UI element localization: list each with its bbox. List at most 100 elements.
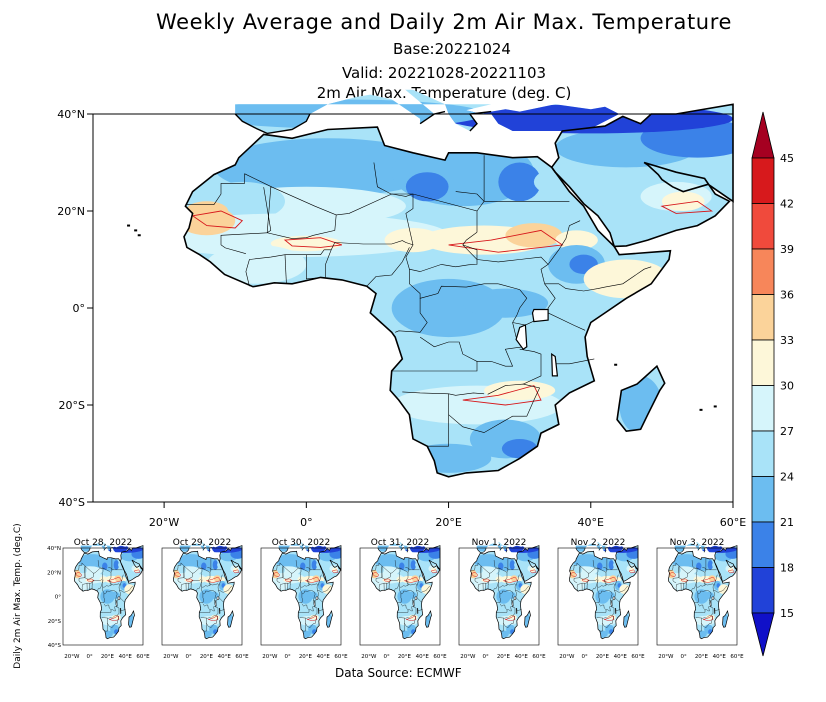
chart-title: Weekly Average and Daily 2m Air Max. Tem… [156,10,732,34]
country-border [284,254,287,284]
contour-33 [191,210,244,229]
country-border [201,586,213,595]
daily-map-frame [161,547,243,646]
daily-lon-label: 20°E [398,654,412,660]
lake [516,607,518,614]
field-patch [332,567,338,573]
country-border [595,609,607,613]
country-border [710,606,714,616]
daily-lon-label: 20°W [262,654,278,660]
daily-lon-label: 0° [87,654,93,660]
daily-map: Nov 3, 2022 20°W 0° 20°E 40°E 60°E [656,538,744,660]
country-border [74,562,83,571]
field-patch [300,562,306,570]
field-patch [728,567,734,573]
country-border [217,585,232,593]
country-border [701,615,714,628]
daily-lon-label: 0° [582,654,588,660]
contour-33 [331,569,339,574]
coastline-europe [674,547,685,554]
country-border [493,581,499,592]
country-border [497,568,500,581]
island-mark [127,224,131,227]
country-border [190,581,192,589]
contour-33 [470,572,479,577]
coastline-europe [476,547,487,554]
coastline [173,550,235,640]
daily-lat-label: 20°S [48,619,62,625]
field-patch [629,567,635,573]
daily-lon-label: 0° [681,654,687,660]
country-border [448,383,541,433]
daily-lon-label: 20°E [299,654,313,660]
country-border [391,361,478,372]
contour-33 [272,572,281,577]
field-patch [609,575,617,582]
daily-lon-label: 20°W [64,654,80,660]
colorbar-label: 30 [780,380,794,393]
field-patch [233,567,239,573]
country-border [100,609,112,613]
lake [318,607,320,614]
coastline [272,550,334,640]
coastline [74,550,136,640]
daily-lon-label: 20°W [163,654,179,660]
country-border [91,581,93,589]
colorbar-label: 18 [780,562,794,575]
coastline [425,609,432,628]
country-border [84,566,86,578]
lake [115,600,118,608]
country-border [188,583,191,590]
country-border [695,617,706,619]
coastline [317,545,342,582]
country-border [602,615,615,628]
country-border [314,606,318,616]
country-border [599,618,603,632]
field-patch [484,380,556,401]
daily-map-frame [359,547,441,646]
country-border [279,579,310,592]
field-patch [608,560,614,570]
field-patch [213,138,442,197]
thumb1-borders [173,545,243,640]
country-border [398,617,409,619]
field-patch [374,580,387,591]
colorbar-label: 24 [780,471,794,484]
country-border [219,609,225,611]
colorbar-label: 42 [780,198,794,211]
country-border [173,562,182,571]
country-border [540,264,652,292]
lake [515,324,528,351]
daily-lon-label: 0° [384,654,390,660]
country-border [282,566,284,578]
country-border [295,560,310,578]
field-patch [707,560,713,570]
field-patch [462,288,549,318]
country-border [306,254,318,280]
country-border [298,594,303,603]
country-border [245,240,478,287]
island-mark [713,405,717,408]
field-patch [530,567,536,573]
country-border [480,566,482,578]
field-patch [212,560,218,570]
country-border [613,585,628,593]
country-border [97,581,103,592]
country-border [118,585,133,593]
daily-map-frame [458,547,540,646]
contour-33 [628,569,636,574]
country-border [119,590,125,603]
country-border [78,577,85,584]
country-border [378,579,409,592]
daily-date-label: Oct 28, 2022 [74,538,133,548]
country-border [678,566,680,578]
daily-map: Oct 30, 2022 20°W 0° 20°E 40°E 60°E [260,538,348,660]
coastline [616,364,666,433]
field-patch [312,575,320,582]
country-border [691,581,697,592]
daily-lon-label: 20°E [695,654,709,660]
daily-date-label: Nov 3, 2022 [670,538,725,548]
country-border [207,567,212,570]
coastline-europe [377,547,388,554]
